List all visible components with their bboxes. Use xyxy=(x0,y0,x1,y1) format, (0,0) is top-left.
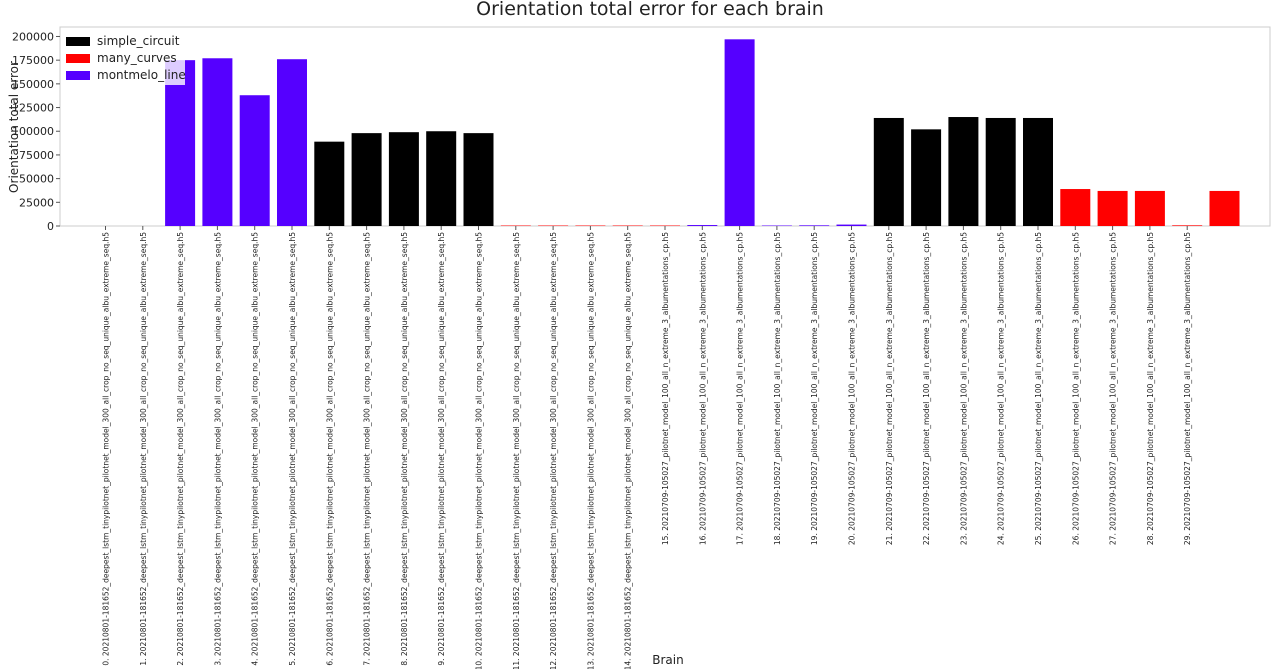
bars-group xyxy=(165,39,1240,227)
bar-9 xyxy=(463,133,494,226)
bar-8 xyxy=(426,131,457,226)
x-tick-label: 3. 20210801-181652_deepest_lstm_tinypilo… xyxy=(213,232,222,666)
x-tick-label: 1. 20210801-181652_deepest_lstm_tinypilo… xyxy=(139,232,148,666)
bar-5 xyxy=(314,141,345,226)
x-tick-label: 2. 20210801-181652_deepest_lstm_tinypilo… xyxy=(176,232,185,666)
x-tick-label: 9. 20210801-181652_deepest_lstm_tinypilo… xyxy=(437,232,446,666)
x-tick-label: 10. 20210801-181652_deepest_lstm_tinypil… xyxy=(475,232,484,669)
x-tick-label: 7. 20210801-181652_deepest_lstm_tinypilo… xyxy=(363,232,372,666)
bar-15 xyxy=(687,225,718,226)
legend: simple_circuit many_curves montmelo_line xyxy=(61,30,186,85)
x-tick-label: 6. 20210801-181652_deepest_lstm_tinypilo… xyxy=(325,232,334,666)
bar-3 xyxy=(239,95,270,226)
legend-swatch-many_curves xyxy=(66,54,90,63)
y-tick-label: 50000 xyxy=(19,173,54,186)
x-tick-label: 0. 20210801-181652_deepest_lstm_tinypilo… xyxy=(102,232,111,666)
chart-title: Orientation total error for each brain xyxy=(476,0,824,20)
x-tick-label: 28. 20210709-105027_pilotnet_model_100_a… xyxy=(1146,232,1155,545)
bar-4 xyxy=(277,59,307,226)
x-tick-label: 25. 20210709-105027_pilotnet_model_100_a… xyxy=(1034,232,1043,545)
bar-21 xyxy=(911,129,942,226)
x-tick-label: 19. 20210709-105027_pilotnet_model_100_a… xyxy=(810,232,819,545)
x-tick-label: 24. 20210709-105027_pilotnet_model_100_a… xyxy=(997,232,1006,545)
y-tick-label: 75000 xyxy=(19,149,54,162)
bar-24 xyxy=(1023,117,1053,226)
x-tick-label: 15. 20210709-105027_pilotnet_model_100_a… xyxy=(661,232,670,545)
bar-6 xyxy=(351,133,382,226)
bar-29 xyxy=(1209,190,1240,226)
y-axis: 0 25000 50000 75000 100000 125000 150000 175000… xyxy=(12,30,60,233)
bar-2 xyxy=(202,58,233,227)
x-tick-label: 22. 20210709-105027_pilotnet_model_100_a… xyxy=(922,232,931,545)
x-tick-label: 8. 20210801-181652_deepest_lstm_tinypilo… xyxy=(400,232,409,666)
bar-23 xyxy=(985,117,1016,226)
x-axis-label: Brain xyxy=(652,653,683,667)
y-tick-label: 150000 xyxy=(12,78,54,91)
bar-26 xyxy=(1097,190,1128,226)
x-tick-label: 12. 20210801-181652_deepest_lstm_tinypil… xyxy=(549,232,558,669)
x-tick-label: 26. 20210709-105027_pilotnet_model_100_a… xyxy=(1071,232,1080,545)
bar-7 xyxy=(388,132,419,226)
x-tick-label: 21. 20210709-105027_pilotnet_model_100_a… xyxy=(885,232,894,545)
x-tick-label: 17. 20210709-105027_pilotnet_model_100_a… xyxy=(736,232,745,545)
legend-swatch-montmelo_line xyxy=(66,71,90,80)
x-tick-label: 4. 20210801-181652_deepest_lstm_tinypilo… xyxy=(251,232,260,666)
legend-label: simple_circuit xyxy=(97,34,180,48)
bar-27 xyxy=(1134,190,1165,226)
y-tick-label: 175000 xyxy=(12,54,54,67)
x-tick-label: 20. 20210709-105027_pilotnet_model_100_a… xyxy=(848,232,857,545)
bar-25 xyxy=(1060,189,1091,226)
x-tick-label: 13. 20210801-181652_deepest_lstm_tinypil… xyxy=(586,232,595,669)
x-tick-label: 27. 20210709-105027_pilotnet_model_100_a… xyxy=(1109,232,1118,545)
bar-19 xyxy=(836,224,867,226)
bar-16 xyxy=(724,39,755,226)
bar-1 xyxy=(165,60,196,226)
y-axis-label: Orientation total error xyxy=(7,61,21,193)
y-tick-label: 200000 xyxy=(12,30,54,43)
y-tick-label: 125000 xyxy=(12,102,54,115)
x-tick-label: 18. 20210709-105027_pilotnet_model_100_a… xyxy=(773,232,782,545)
y-tick-label: 100000 xyxy=(12,125,54,138)
x-tick-label: 29. 20210709-105027_pilotnet_model_100_a… xyxy=(1183,232,1192,545)
legend-label: montmelo_line xyxy=(97,68,186,82)
x-axis: 0. 20210801-181652_deepest_lstm_tinypilo… xyxy=(102,226,1192,669)
bar-28 xyxy=(1172,225,1203,226)
legend-swatch-simple_circuit xyxy=(66,37,90,46)
bar-22 xyxy=(948,117,979,226)
bar-18 xyxy=(799,225,830,226)
x-tick-label: 16. 20210709-105027_pilotnet_model_100_a… xyxy=(698,232,707,545)
x-tick-label: 23. 20210709-105027_pilotnet_model_100_a… xyxy=(959,232,968,545)
legend-label: many_curves xyxy=(97,51,177,65)
x-tick-label: 11. 20210801-181652_deepest_lstm_tinypil… xyxy=(512,232,521,669)
y-tick-label: 0 xyxy=(47,220,54,233)
y-tick-label: 25000 xyxy=(19,196,54,209)
x-tick-label: 5. 20210801-181652_deepest_lstm_tinypilo… xyxy=(288,232,297,666)
x-tick-label: 14. 20210801-181652_deepest_lstm_tinypil… xyxy=(624,232,633,669)
bar-20 xyxy=(873,117,904,226)
